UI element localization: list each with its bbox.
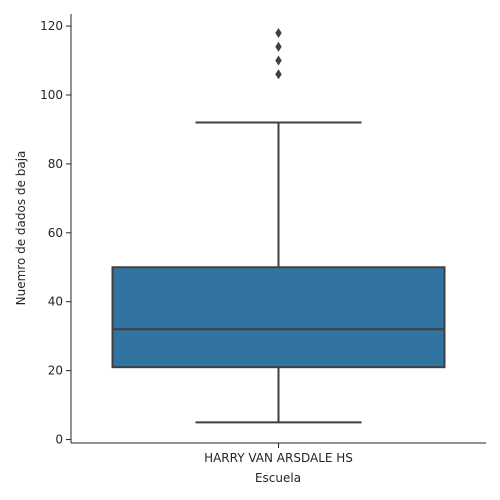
x-tick-label: HARRY VAN ARSDALE HS <box>204 451 353 465</box>
outlier-point <box>275 69 282 80</box>
plot-area <box>111 27 446 424</box>
y-tick-label: 120 <box>40 19 63 33</box>
y-axis: 0 20 40 60 80 100 120 <box>40 14 72 447</box>
y-tick-label: 60 <box>48 226 63 240</box>
outlier-point <box>275 27 282 38</box>
y-tick-label: 40 <box>48 295 63 309</box>
x-axis: HARRY VAN ARSDALE HS <box>71 442 486 465</box>
iqr-box <box>111 266 446 369</box>
y-tick-label: 100 <box>40 88 63 102</box>
outlier-point <box>275 55 282 66</box>
y-tick-label: 80 <box>48 157 63 171</box>
x-axis-label: Escuela <box>255 471 301 485</box>
outlier-point <box>275 41 282 52</box>
y-tick-label: 0 <box>55 433 63 447</box>
y-axis-label: Nuemro de dados de baja <box>14 151 28 306</box>
y-tick-label: 20 <box>48 364 63 378</box>
